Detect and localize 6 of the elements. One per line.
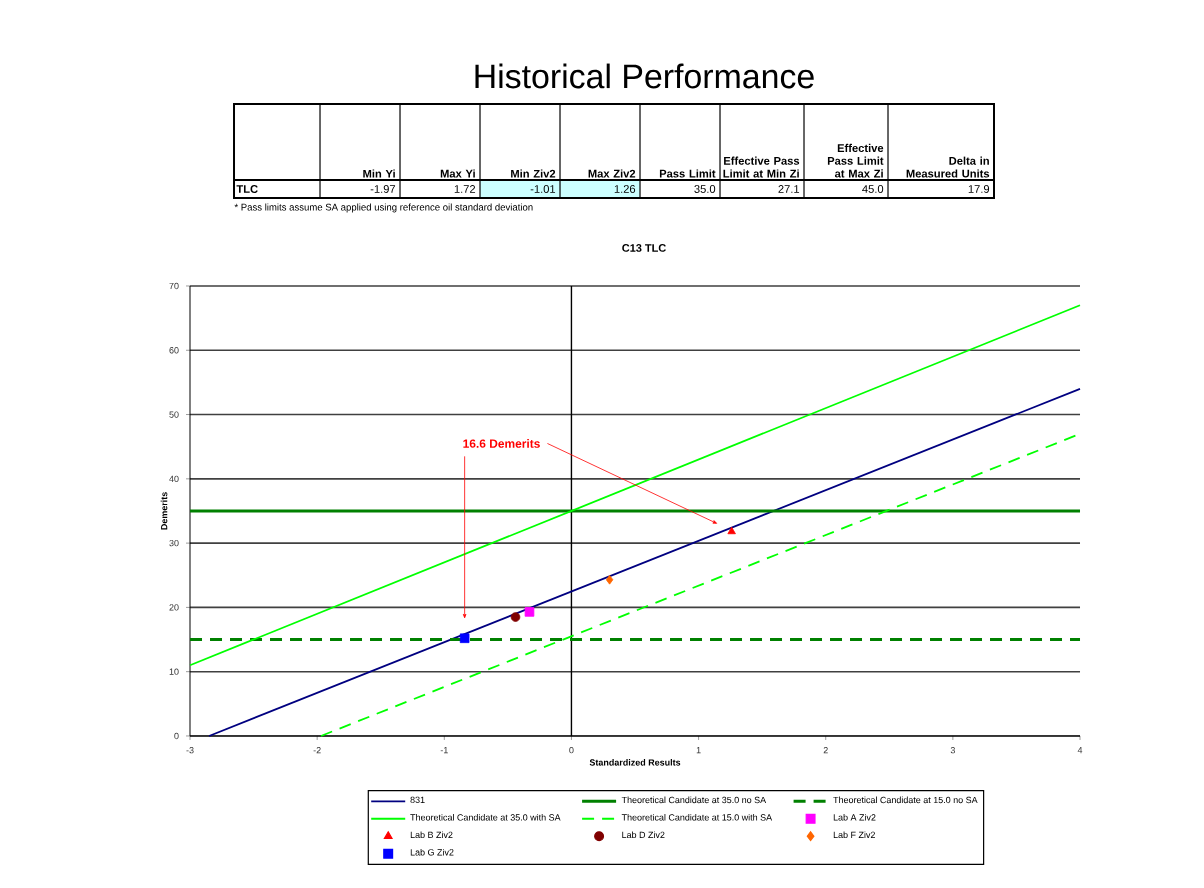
chart-title: Historical Performance bbox=[475, 63, 814, 89]
point bbox=[605, 574, 614, 585]
point bbox=[459, 633, 470, 644]
point bbox=[727, 526, 736, 535]
point bbox=[524, 607, 535, 617]
point bbox=[510, 612, 521, 622]
